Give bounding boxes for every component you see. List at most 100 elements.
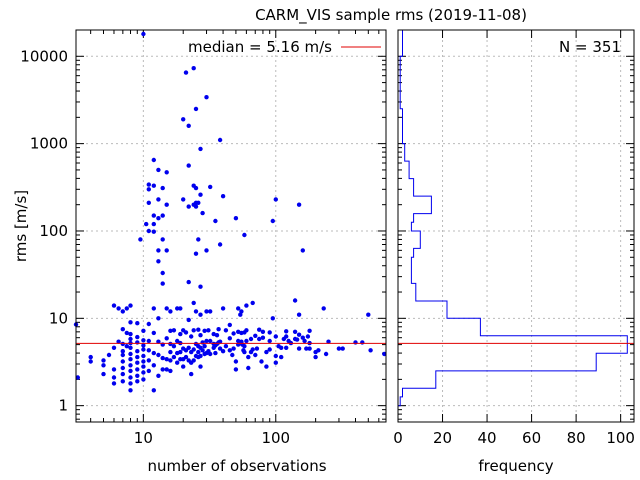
scatter-point [233,359,239,364]
scatter-point [151,213,156,218]
scatter-point [382,351,387,357]
scatter-point [284,329,289,334]
scatter-point [146,321,151,327]
scatter-point [141,364,146,369]
scatter-point [273,197,278,202]
scatter-frame [75,29,387,423]
scatter-point [208,351,213,357]
hist-x-tick-label: 60 [522,429,541,447]
scatter-point [200,340,205,345]
scatter-point [120,371,126,377]
scatter-point [257,327,262,332]
scatter-point [198,312,203,317]
scatter-point [156,259,161,264]
scatter-point [213,218,218,224]
scatter-point [316,348,321,353]
scatter-point [242,232,247,238]
scatter-point [284,334,289,339]
scatter-point [168,349,173,355]
scatter-point [186,163,191,168]
chart-title: CARM_VIS sample rms (2019-11-08) [255,6,527,25]
scatter-point [302,338,307,344]
scatter-point [273,360,278,365]
scatter-point [307,328,312,333]
scatter-point [193,309,199,314]
histogram-frame [397,29,635,423]
scatter-point [178,306,183,311]
scatter-point [198,192,203,197]
scatter-point [141,31,146,37]
scatter-point [120,379,126,384]
scatter-point [208,338,213,344]
scatter-point [151,350,156,356]
scatter-point [360,340,365,345]
scatter-point [200,348,205,353]
scatter-point [164,248,169,253]
scatter-point [120,309,126,314]
scatter-point [146,368,151,374]
scatter-point [151,330,156,336]
scatter-point [128,303,133,308]
scatter-point [186,279,191,285]
histogram-grid [398,30,634,422]
scatter-point [164,170,169,175]
scatter-point [135,379,140,384]
scatter-point [198,146,203,152]
scatter-point [305,334,311,339]
scatter-point [248,336,254,342]
scatter-point [178,331,183,337]
scatter-point [227,322,232,328]
scatter-point [353,340,358,345]
scatter-point [233,216,239,221]
scatter-point [191,300,196,306]
scatter-point [111,345,117,350]
scatter-point [202,344,207,349]
scatter-point [368,348,373,353]
scatter-point [156,167,161,173]
y-tick-label: 1000 [30,135,68,153]
scatter-point [189,334,194,339]
scatter-point [164,336,169,341]
scatter-point [296,346,302,351]
scatter-point [236,306,241,311]
scatter-point [120,327,126,332]
scatter-point [160,185,165,191]
scatter-point [270,218,275,224]
scatter-point [160,213,165,218]
scatter-point [181,197,186,202]
scatter-point [138,237,143,242]
scatter-y-label: rms [m/s] [12,190,30,262]
scatter-point [264,364,269,369]
scatter-point [144,221,149,227]
scatter-point [196,200,201,205]
scatter-point [111,303,117,308]
scatter-point [111,381,117,386]
scatter-point [196,237,201,242]
scatter-point [101,363,106,368]
scatter-point [279,345,284,350]
scatter-point [238,312,243,317]
scatter-point [160,270,165,276]
scatter-point [141,359,146,364]
scatter-point [141,347,146,352]
scatter-point [267,347,272,352]
scatter-point [151,363,156,368]
scatter-point [151,221,156,227]
scatter-point [273,353,278,359]
scatter-point [164,357,169,362]
scatter-point [88,359,93,364]
scatter-point [146,200,151,205]
scatter-point [128,320,133,325]
scatter-point [300,248,305,253]
scatter-point [191,347,196,352]
scatter-point [211,331,216,337]
scatter-point [135,354,140,360]
scatter-point [141,353,146,359]
scatter-point [267,338,272,344]
scatter-point [151,306,156,311]
scatter-point [164,367,169,372]
scatter-point [336,346,342,351]
scatter-point [156,339,161,344]
scatter-point [260,335,266,340]
scatter-point [135,321,140,326]
